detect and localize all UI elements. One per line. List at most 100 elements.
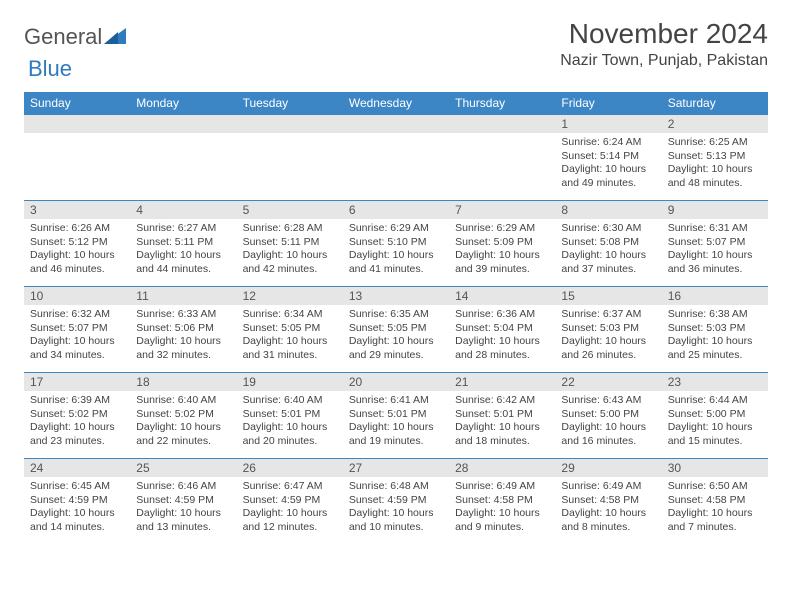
calendar-cell: 9Sunrise: 6:31 AMSunset: 5:07 PMDaylight… xyxy=(662,201,768,287)
calendar-cell: 18Sunrise: 6:40 AMSunset: 5:02 PMDayligh… xyxy=(130,373,236,459)
logo-text-general: General xyxy=(24,24,102,50)
day-number: 15 xyxy=(555,287,661,305)
day-number: 28 xyxy=(449,459,555,477)
calendar-cell: 27Sunrise: 6:48 AMSunset: 4:59 PMDayligh… xyxy=(343,459,449,545)
calendar-cell: 26Sunrise: 6:47 AMSunset: 4:59 PMDayligh… xyxy=(237,459,343,545)
day-details: Sunrise: 6:46 AMSunset: 4:59 PMDaylight:… xyxy=(130,477,236,539)
day-details: Sunrise: 6:44 AMSunset: 5:00 PMDaylight:… xyxy=(662,391,768,453)
day-details: Sunrise: 6:36 AMSunset: 5:04 PMDaylight:… xyxy=(449,305,555,367)
calendar-cell: 28Sunrise: 6:49 AMSunset: 4:58 PMDayligh… xyxy=(449,459,555,545)
weekday-header: Monday xyxy=(130,92,236,115)
calendar-cell: 20Sunrise: 6:41 AMSunset: 5:01 PMDayligh… xyxy=(343,373,449,459)
day-details: Sunrise: 6:29 AMSunset: 5:10 PMDaylight:… xyxy=(343,219,449,281)
day-details: Sunrise: 6:24 AMSunset: 5:14 PMDaylight:… xyxy=(555,133,661,195)
day-number: 29 xyxy=(555,459,661,477)
day-details: Sunrise: 6:50 AMSunset: 4:58 PMDaylight:… xyxy=(662,477,768,539)
calendar-cell: 4Sunrise: 6:27 AMSunset: 5:11 PMDaylight… xyxy=(130,201,236,287)
day-details: Sunrise: 6:48 AMSunset: 4:59 PMDaylight:… xyxy=(343,477,449,539)
day-details: Sunrise: 6:32 AMSunset: 5:07 PMDaylight:… xyxy=(24,305,130,367)
calendar-cell: 25Sunrise: 6:46 AMSunset: 4:59 PMDayligh… xyxy=(130,459,236,545)
day-number: 14 xyxy=(449,287,555,305)
day-number: 22 xyxy=(555,373,661,391)
day-details: Sunrise: 6:40 AMSunset: 5:01 PMDaylight:… xyxy=(237,391,343,453)
calendar-cell: 22Sunrise: 6:43 AMSunset: 5:00 PMDayligh… xyxy=(555,373,661,459)
calendar-cell: 3Sunrise: 6:26 AMSunset: 5:12 PMDaylight… xyxy=(24,201,130,287)
day-number: 5 xyxy=(237,201,343,219)
day-details: Sunrise: 6:47 AMSunset: 4:59 PMDaylight:… xyxy=(237,477,343,539)
calendar-cell: 17Sunrise: 6:39 AMSunset: 5:02 PMDayligh… xyxy=(24,373,130,459)
calendar-cell: 1Sunrise: 6:24 AMSunset: 5:14 PMDaylight… xyxy=(555,115,661,201)
calendar-cell: 15Sunrise: 6:37 AMSunset: 5:03 PMDayligh… xyxy=(555,287,661,373)
day-number: 1 xyxy=(555,115,661,133)
weekday-header: Tuesday xyxy=(237,92,343,115)
day-details: Sunrise: 6:49 AMSunset: 4:58 PMDaylight:… xyxy=(555,477,661,539)
day-number: 9 xyxy=(662,201,768,219)
calendar-row: 3Sunrise: 6:26 AMSunset: 5:12 PMDaylight… xyxy=(24,201,768,287)
day-number: 18 xyxy=(130,373,236,391)
day-details: Sunrise: 6:35 AMSunset: 5:05 PMDaylight:… xyxy=(343,305,449,367)
day-details: Sunrise: 6:39 AMSunset: 5:02 PMDaylight:… xyxy=(24,391,130,453)
day-number: 7 xyxy=(449,201,555,219)
day-details: Sunrise: 6:41 AMSunset: 5:01 PMDaylight:… xyxy=(343,391,449,453)
empty-daynum-bar xyxy=(130,115,236,133)
day-number: 26 xyxy=(237,459,343,477)
day-number: 8 xyxy=(555,201,661,219)
calendar-cell: 23Sunrise: 6:44 AMSunset: 5:00 PMDayligh… xyxy=(662,373,768,459)
day-number: 27 xyxy=(343,459,449,477)
calendar-cell: 14Sunrise: 6:36 AMSunset: 5:04 PMDayligh… xyxy=(449,287,555,373)
day-number: 23 xyxy=(662,373,768,391)
calendar-cell: 19Sunrise: 6:40 AMSunset: 5:01 PMDayligh… xyxy=(237,373,343,459)
day-details: Sunrise: 6:25 AMSunset: 5:13 PMDaylight:… xyxy=(662,133,768,195)
day-number: 25 xyxy=(130,459,236,477)
day-details: Sunrise: 6:45 AMSunset: 4:59 PMDaylight:… xyxy=(24,477,130,539)
day-number: 6 xyxy=(343,201,449,219)
day-number: 4 xyxy=(130,201,236,219)
logo-triangle-icon xyxy=(104,26,126,49)
day-details: Sunrise: 6:37 AMSunset: 5:03 PMDaylight:… xyxy=(555,305,661,367)
calendar-cell: 8Sunrise: 6:30 AMSunset: 5:08 PMDaylight… xyxy=(555,201,661,287)
day-number: 13 xyxy=(343,287,449,305)
calendar-row: 17Sunrise: 6:39 AMSunset: 5:02 PMDayligh… xyxy=(24,373,768,459)
calendar-cell: 12Sunrise: 6:34 AMSunset: 5:05 PMDayligh… xyxy=(237,287,343,373)
empty-daynum-bar xyxy=(237,115,343,133)
calendar-cell: 24Sunrise: 6:45 AMSunset: 4:59 PMDayligh… xyxy=(24,459,130,545)
calendar-cell-empty xyxy=(343,115,449,201)
day-number: 20 xyxy=(343,373,449,391)
empty-daynum-bar xyxy=(343,115,449,133)
calendar-cell: 7Sunrise: 6:29 AMSunset: 5:09 PMDaylight… xyxy=(449,201,555,287)
weekday-header: Thursday xyxy=(449,92,555,115)
calendar-cell: 13Sunrise: 6:35 AMSunset: 5:05 PMDayligh… xyxy=(343,287,449,373)
day-details: Sunrise: 6:27 AMSunset: 5:11 PMDaylight:… xyxy=(130,219,236,281)
calendar-cell-empty xyxy=(130,115,236,201)
day-details: Sunrise: 6:29 AMSunset: 5:09 PMDaylight:… xyxy=(449,219,555,281)
day-number: 12 xyxy=(237,287,343,305)
day-number: 10 xyxy=(24,287,130,305)
month-title: November 2024 xyxy=(560,18,768,50)
calendar-row: 10Sunrise: 6:32 AMSunset: 5:07 PMDayligh… xyxy=(24,287,768,373)
calendar-cell: 16Sunrise: 6:38 AMSunset: 5:03 PMDayligh… xyxy=(662,287,768,373)
calendar-body: 1Sunrise: 6:24 AMSunset: 5:14 PMDaylight… xyxy=(24,115,768,545)
weekday-header: Sunday xyxy=(24,92,130,115)
calendar-header-row: SundayMondayTuesdayWednesdayThursdayFrid… xyxy=(24,92,768,115)
day-number: 17 xyxy=(24,373,130,391)
day-number: 21 xyxy=(449,373,555,391)
calendar-cell: 10Sunrise: 6:32 AMSunset: 5:07 PMDayligh… xyxy=(24,287,130,373)
calendar-row: 1Sunrise: 6:24 AMSunset: 5:14 PMDaylight… xyxy=(24,115,768,201)
day-details: Sunrise: 6:34 AMSunset: 5:05 PMDaylight:… xyxy=(237,305,343,367)
logo: General xyxy=(24,24,128,50)
weekday-header: Wednesday xyxy=(343,92,449,115)
weekday-header: Saturday xyxy=(662,92,768,115)
calendar-cell: 29Sunrise: 6:49 AMSunset: 4:58 PMDayligh… xyxy=(555,459,661,545)
day-number: 2 xyxy=(662,115,768,133)
calendar-cell: 2Sunrise: 6:25 AMSunset: 5:13 PMDaylight… xyxy=(662,115,768,201)
calendar-cell-empty xyxy=(449,115,555,201)
calendar-cell: 5Sunrise: 6:28 AMSunset: 5:11 PMDaylight… xyxy=(237,201,343,287)
calendar-cell: 6Sunrise: 6:29 AMSunset: 5:10 PMDaylight… xyxy=(343,201,449,287)
day-details: Sunrise: 6:31 AMSunset: 5:07 PMDaylight:… xyxy=(662,219,768,281)
day-details: Sunrise: 6:43 AMSunset: 5:00 PMDaylight:… xyxy=(555,391,661,453)
day-details: Sunrise: 6:30 AMSunset: 5:08 PMDaylight:… xyxy=(555,219,661,281)
calendar-table: SundayMondayTuesdayWednesdayThursdayFrid… xyxy=(24,92,768,545)
day-number: 11 xyxy=(130,287,236,305)
day-details: Sunrise: 6:38 AMSunset: 5:03 PMDaylight:… xyxy=(662,305,768,367)
day-details: Sunrise: 6:28 AMSunset: 5:11 PMDaylight:… xyxy=(237,219,343,281)
